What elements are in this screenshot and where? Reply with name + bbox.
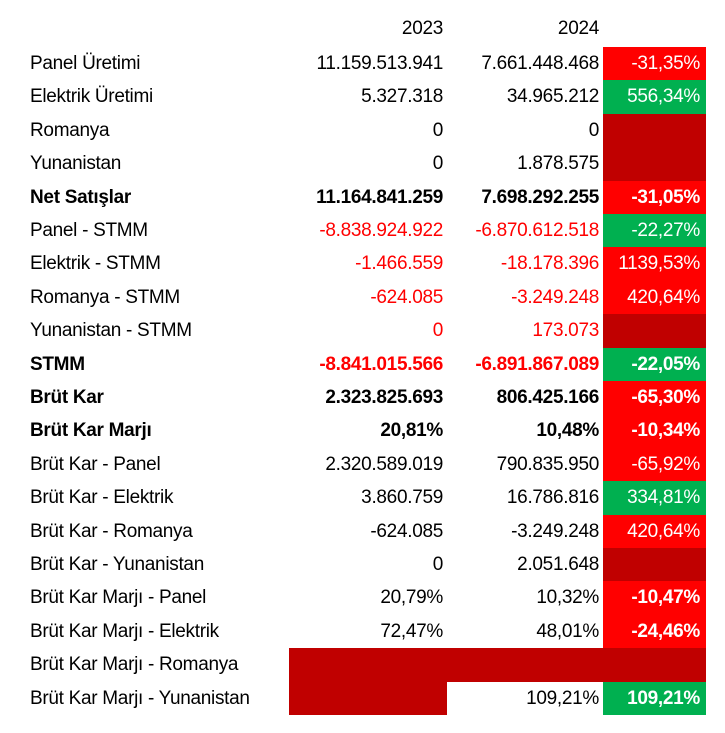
value-2024: -6.891.867.089: [475, 353, 599, 375]
value-2024: 7.661.448.468: [481, 53, 599, 74]
change-percent: -10,34%: [603, 414, 706, 448]
value-2023: 11.164.841.259: [316, 186, 443, 208]
row-label: Elektrik Üretimi: [30, 86, 153, 108]
change-percent: -24,46%: [603, 614, 706, 649]
table-row: Brüt Kar 2.323.825.693 806.425.166 -65,30%: [0, 381, 725, 415]
value-2024: 173.073: [532, 320, 599, 342]
header-2023: 2023: [401, 18, 443, 39]
table-row: Elektrik - STMM -1.466.559 -18.178.396 1139…: [0, 247, 725, 281]
change-percent: -10,47%: [603, 581, 706, 615]
change-percent: 109,21%: [603, 681, 706, 715]
row-label: Brüt Kar Marjı: [30, 420, 152, 442]
change-percent: 420,64%: [603, 280, 706, 315]
value-2023: 0: [432, 320, 444, 342]
row-label: Yunanistan: [30, 153, 122, 175]
table-row: Brüt Kar - Yunanistan 0 2.051.648: [0, 548, 725, 582]
yunanistan-2023-fill: [289, 681, 447, 715]
value-2024: 10,48%: [536, 420, 599, 442]
change-percent: [603, 314, 706, 348]
change-percent: -22,27%: [603, 214, 706, 248]
change-percent: -31,05%: [603, 180, 706, 214]
value-2023: 20,81%: [380, 420, 443, 442]
row-label: Panel - STMM: [30, 220, 148, 241]
row-label: STMM: [30, 353, 85, 375]
value-2023: -8.841.015.566: [319, 353, 443, 375]
row-label: Romanya - STMM: [30, 286, 180, 308]
change-percent: 556,34%: [603, 80, 706, 114]
table-row: Brüt Kar - Romanya -624.085 -3.249.248 420,…: [0, 514, 725, 548]
value-2023: 0: [432, 119, 444, 141]
row-label: Brüt Kar Marjı - Yunanistan: [30, 687, 250, 709]
table-row: Brüt Kar Marjı - Panel 20,79% 10,32% -10,47…: [0, 581, 725, 615]
row-label: Brüt Kar - Elektrik: [30, 487, 174, 509]
row-label: Brüt Kar Marjı - Elektrik: [30, 620, 219, 642]
value-2024: 109,21%: [526, 687, 599, 709]
table-row: Panel Üretimi 11.159.513.941 7.661.448.468…: [0, 47, 725, 81]
value-2024: 34.965.212: [506, 86, 599, 108]
value-2023: 0: [432, 153, 444, 175]
value-2023: 11.159.513.941: [316, 53, 444, 74]
value-2023: 5.327.318: [361, 86, 443, 108]
value-2024: 7.698.292.255: [481, 186, 599, 208]
change-percent: -31,35%: [603, 47, 706, 81]
header-2024: 2024: [557, 18, 599, 39]
value-2023: 0: [432, 554, 444, 575]
value-2024: 0: [588, 119, 600, 141]
value-2024: 48,01%: [536, 620, 599, 642]
row-label: Brüt Kar - Yunanistan: [30, 554, 204, 575]
row-label: Brüt Kar - Panel: [30, 453, 161, 475]
change-percent: 420,64%: [603, 514, 706, 548]
value-2024: -6.870.612.518: [475, 220, 599, 241]
row-label: Romanya: [30, 119, 110, 141]
table-row: Elektrik Üretimi 5.327.318 34.965.212 556,3…: [0, 80, 725, 114]
romanya-margin-fill: [289, 648, 706, 682]
value-2024: 1.878.575: [517, 153, 599, 175]
change-percent: -65,30%: [603, 381, 706, 415]
table-row: Yunanistan 0 1.878.575: [0, 147, 725, 181]
table-row: Brüt Kar Marjı - Elektrik 72,47% 48,01% -24…: [0, 614, 725, 649]
table-row: Brüt Kar Marjı - Yunanistan 109,21% 109,21…: [0, 681, 725, 715]
value-2024: -3.249.248: [511, 286, 599, 308]
value-2024: -3.249.248: [511, 520, 599, 542]
row-label: Brüt Kar Marjı - Romanya: [30, 654, 239, 676]
row-label: Yunanistan - STMM: [30, 320, 192, 342]
value-2024: -18.178.396: [500, 253, 599, 275]
table-row: Romanya 0 0: [0, 113, 725, 148]
row-label: Brüt Kar: [30, 387, 104, 408]
value-2024: 2.051.648: [517, 554, 599, 575]
value-2024: 790.835.950: [496, 453, 600, 475]
value-2023: 2.323.825.693: [325, 387, 443, 408]
table-row: STMM -8.841.015.566 -6.891.867.089 -22,05%: [0, 347, 725, 381]
value-2024: 806.425.166: [496, 387, 600, 408]
change-percent: [603, 548, 706, 582]
change-percent: 1139,53%: [603, 247, 706, 281]
change-percent: -22,05%: [603, 347, 706, 381]
table-row: Brüt Kar - Panel 2.320.589.019 790.835.950…: [0, 447, 725, 482]
value-2023: -624.085: [370, 520, 443, 542]
value-2023: 3.860.759: [361, 487, 443, 509]
row-label: Net Satışlar: [30, 186, 131, 208]
value-2023: 72,47%: [380, 620, 443, 642]
value-2024: 10,32%: [536, 587, 599, 609]
value-2023: 20,79%: [380, 587, 443, 609]
change-percent: -65,92%: [603, 447, 706, 482]
table-row: Romanya - STMM -624.085 -3.249.248 420,64%: [0, 280, 725, 315]
value-2023: -624.085: [370, 286, 443, 308]
change-percent: [603, 147, 706, 181]
row-label: Brüt Kar Marjı - Panel: [30, 587, 207, 609]
table-row: Brüt Kar Marjı 20,81% 10,48% -10,34%: [0, 414, 725, 448]
value-2023: -8.838.924.922: [319, 220, 443, 241]
table-row: Brüt Kar - Elektrik 3.860.759 16.786.816 33…: [0, 481, 725, 515]
change-percent: [603, 113, 706, 148]
table-row: Net Satışlar 11.164.841.259 7.698.292.255-…: [0, 180, 725, 214]
value-2023: -1.466.559: [355, 253, 443, 275]
table-row: Panel - STMM -8.838.924.922 -6.870.612.518…: [0, 214, 725, 248]
change-percent: 334,81%: [603, 481, 706, 515]
row-label: Elektrik - STMM: [30, 253, 161, 275]
row-label: Panel Üretimi: [30, 53, 141, 74]
table-row: Yunanistan - STMM 0 173.073: [0, 314, 725, 348]
row-label: Brüt Kar - Romanya: [30, 520, 193, 542]
value-2023: 2.320.589.019: [325, 453, 443, 475]
value-2024: 16.786.816: [506, 487, 599, 509]
